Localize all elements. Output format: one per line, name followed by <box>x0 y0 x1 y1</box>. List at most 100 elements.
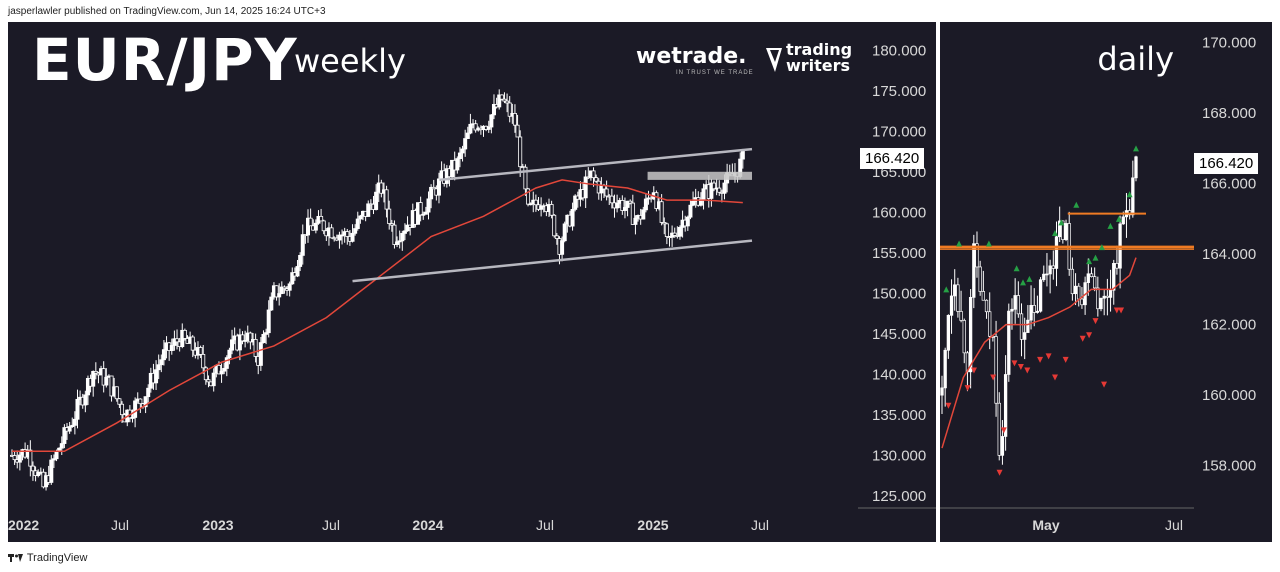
candle-body <box>389 223 394 226</box>
candle-body <box>295 266 300 277</box>
sell-signal-arrow <box>1000 427 1007 434</box>
candle-body <box>418 202 423 216</box>
candle-body <box>159 359 164 366</box>
candle-body <box>36 471 41 476</box>
buy-signal-arrow <box>1051 229 1058 236</box>
candle-body <box>300 234 305 256</box>
candle-body <box>489 114 494 128</box>
resistance-zone <box>647 171 752 180</box>
daily-candle-body <box>953 284 957 297</box>
candle-body <box>290 272 295 285</box>
daily-candle-body <box>1042 273 1046 281</box>
buy-signal-arrow <box>1026 275 1033 282</box>
candle-body <box>499 94 504 100</box>
candle-body <box>502 98 507 102</box>
candle-body <box>384 189 389 210</box>
x-tick-label: 2024 <box>412 517 443 533</box>
daily-x-tick-label: Jul <box>1165 517 1183 533</box>
candle-body <box>345 231 350 237</box>
daily-candle-body <box>1105 295 1110 298</box>
daily-last-price-label: 166.420 <box>1194 153 1259 174</box>
daily-candle-body <box>1102 295 1106 299</box>
candle-body <box>190 336 195 351</box>
daily-candle-body <box>1093 276 1097 289</box>
candle-body <box>243 340 248 342</box>
candle-body <box>685 216 690 227</box>
candle-body <box>230 339 235 351</box>
buy-signal-arrow <box>1086 258 1093 265</box>
daily-chart[interactable]: May Jul <box>940 22 1194 542</box>
sell-signal-arrow <box>1011 360 1018 367</box>
candle-body <box>340 234 345 237</box>
daily-candle-body <box>1003 374 1008 437</box>
candle-body <box>93 371 98 374</box>
weekly-chart[interactable]: 125.000 130.000 135.000 140.000 145.000 150.0… <box>8 22 936 542</box>
daily-x-tick-label: May <box>1032 517 1059 533</box>
candle-body <box>358 215 363 220</box>
candle-body <box>85 377 90 396</box>
candle-body <box>83 394 88 406</box>
candle-body <box>329 227 334 239</box>
candle-body <box>463 138 468 150</box>
sell-signal-arrow <box>1051 374 1058 381</box>
candle-body <box>609 195 614 204</box>
candle-body <box>518 136 523 168</box>
buy-signal-arrow <box>1013 265 1020 272</box>
x-tick-label: Jul <box>322 517 340 533</box>
logo-line-1: trading <box>786 40 853 59</box>
candle-body <box>573 195 578 210</box>
sell-signal-arrow <box>996 469 1003 476</box>
candle-body <box>237 334 242 351</box>
daily-candle-body <box>972 243 976 298</box>
sell-signal-arrow <box>1045 353 1052 360</box>
y-tick-label: 130.000 <box>872 447 926 464</box>
buy-signal-arrow <box>1098 244 1105 251</box>
candle-body <box>429 186 434 200</box>
candle-body <box>203 367 208 381</box>
candle-body <box>497 94 502 108</box>
candle-body <box>224 357 229 369</box>
wetrade-logo: wetrade. <box>636 44 747 69</box>
daily-chart-panel[interactable]: May Jul daily <box>940 22 1194 542</box>
candle-body <box>277 293 282 298</box>
y-tick-label: 175.000 <box>872 83 926 100</box>
candle-body <box>570 208 575 227</box>
candle-body <box>379 182 384 194</box>
candle-body <box>515 124 520 138</box>
buy-signal-arrow <box>985 240 992 247</box>
daily-candle-body <box>1089 273 1094 277</box>
daily-candle-body <box>984 299 989 313</box>
candle-body <box>49 459 54 483</box>
candle-body <box>392 224 397 245</box>
candle-body <box>397 240 402 243</box>
candle-body <box>146 387 151 398</box>
candle-body <box>709 182 714 199</box>
y-tick-label: 135.000 <box>872 407 926 424</box>
x-tick-label: 2025 <box>637 517 668 533</box>
candle-body <box>486 126 491 130</box>
daily-candle-body <box>975 243 979 268</box>
candle-body <box>269 296 274 311</box>
daily-candle-body <box>978 266 982 292</box>
candle-body <box>350 232 355 242</box>
candle-body <box>620 200 625 211</box>
candle-body <box>628 200 633 204</box>
tradingview-logo-icon <box>8 554 23 563</box>
candle-body <box>717 187 722 193</box>
candle-body <box>30 465 35 472</box>
candle-body <box>104 376 109 386</box>
buy-signal-arrow <box>1073 201 1080 208</box>
weekly-chart-panel[interactable]: 125.000 130.000 135.000 140.000 145.000 150.0… <box>8 22 936 542</box>
candle-body <box>287 283 292 291</box>
daily-y-tick-label: 160.000 <box>1202 387 1256 404</box>
candle-body <box>400 232 405 242</box>
daily-price-axis[interactable]: 158.000 160.000 162.000 164.000 166.000 168.0… <box>1194 22 1272 542</box>
candle-body <box>182 329 187 339</box>
buy-signal-arrow <box>1092 254 1099 261</box>
y-tick-label: 145.000 <box>872 326 926 343</box>
candle-body <box>279 286 284 294</box>
sell-signal-arrow <box>1092 318 1099 325</box>
buy-signal-arrow <box>1058 219 1065 226</box>
daily-moving-average-line <box>941 257 1137 449</box>
candle-body <box>423 211 428 215</box>
